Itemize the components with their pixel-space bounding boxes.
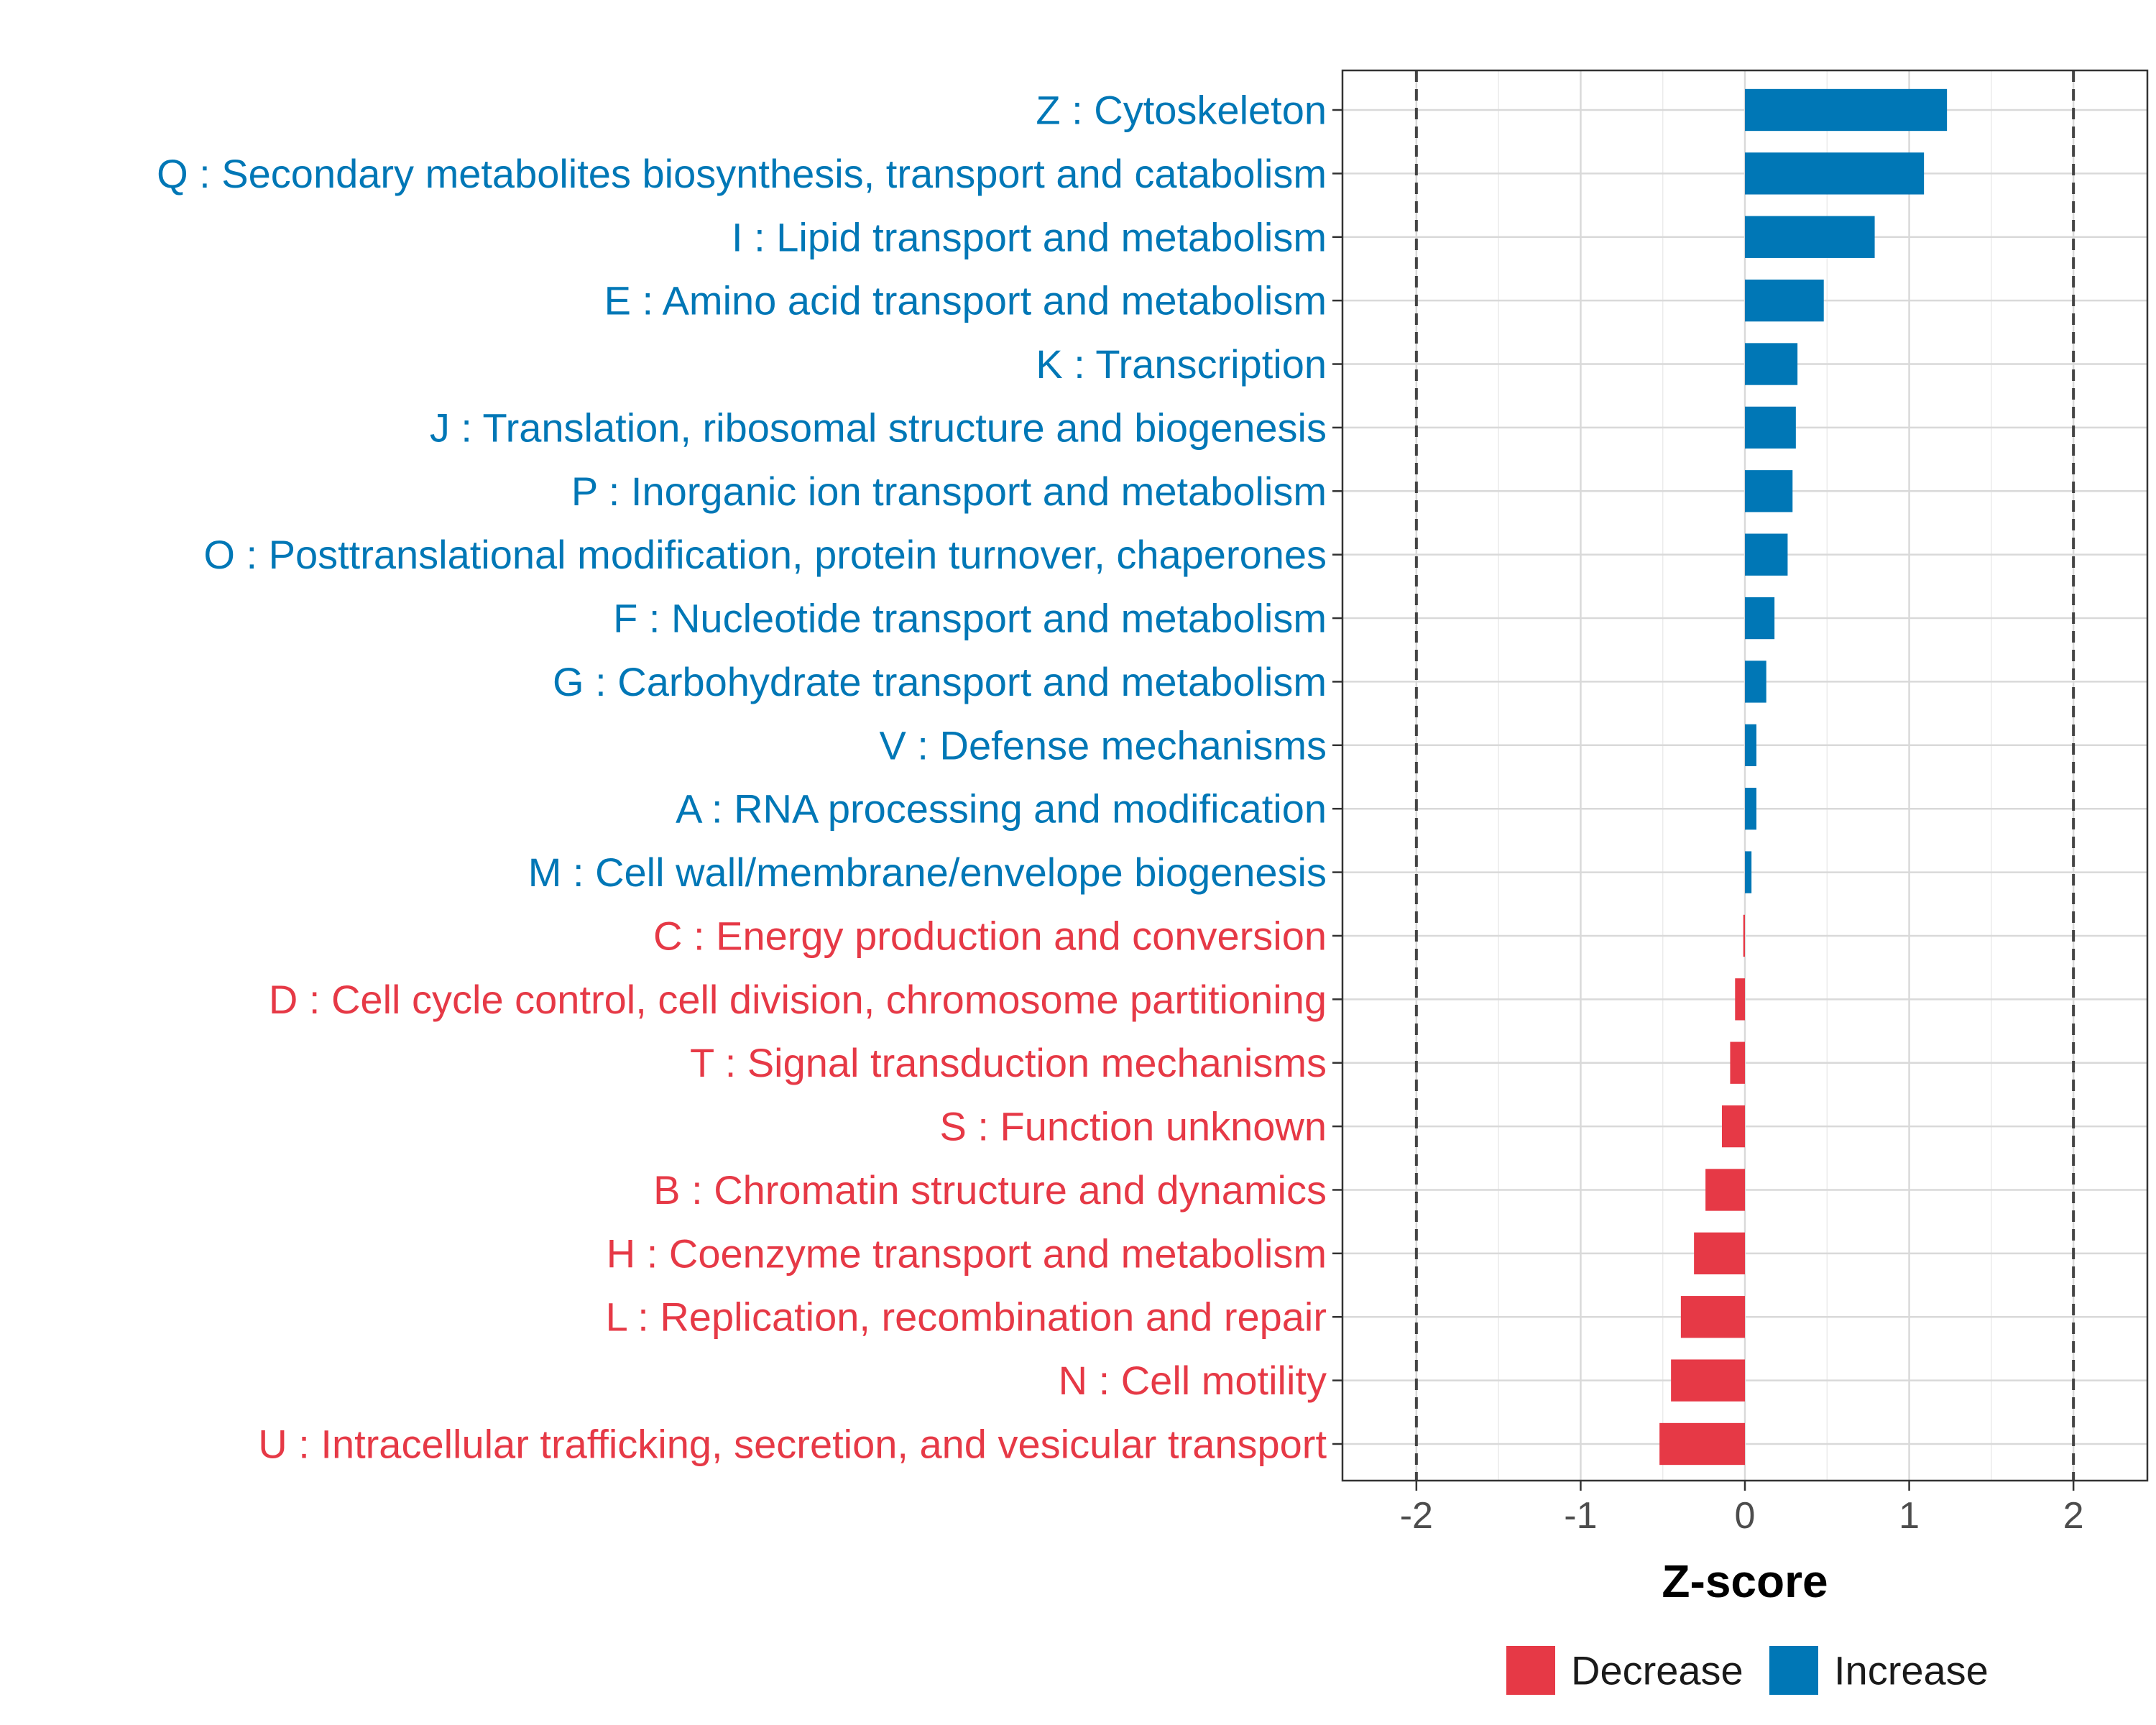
bar xyxy=(1745,661,1766,703)
x-axis-title: Z-score xyxy=(1662,1555,1828,1607)
y-axis-ticks xyxy=(1332,109,1342,1445)
legend-label: Increase xyxy=(1834,1648,1989,1693)
bar xyxy=(1745,406,1796,449)
category-label: P : Inorganic ion transport and metaboli… xyxy=(571,469,1327,514)
category-label: E : Amino acid transport and metabolism xyxy=(604,278,1327,323)
category-label: F : Nucleotide transport and metabolism xyxy=(613,596,1327,641)
category-label: B : Chromatin structure and dynamics xyxy=(653,1167,1327,1213)
legend-swatch xyxy=(1769,1646,1818,1695)
category-label: M : Cell wall/membrane/envelope biogenes… xyxy=(528,850,1327,895)
bar xyxy=(1745,470,1793,512)
bar xyxy=(1745,851,1752,893)
bar xyxy=(1722,1105,1745,1148)
bars xyxy=(1659,88,1948,1466)
bar xyxy=(1659,1422,1745,1466)
category-label: U : Intracellular trafficking, secretion… xyxy=(258,1422,1327,1467)
legend-label: Decrease xyxy=(1571,1648,1743,1693)
category-label: J : Translation, ribosomal structure and… xyxy=(430,405,1327,450)
category-label: V : Defense mechanisms xyxy=(880,722,1327,768)
bar xyxy=(1745,216,1875,258)
bar xyxy=(1745,788,1756,830)
category-label: K : Transcription xyxy=(1036,341,1327,387)
category-label: Z : Cytoskeleton xyxy=(1036,88,1327,133)
bar xyxy=(1745,152,1925,195)
category-label: H : Coenzyme transport and metabolism xyxy=(607,1230,1327,1276)
category-label: L : Replication, recombination and repai… xyxy=(606,1294,1327,1340)
x-tick-label: 2 xyxy=(2063,1495,2084,1537)
category-label: T : Signal transduction mechanisms xyxy=(690,1040,1327,1085)
bar xyxy=(1745,597,1775,640)
category-label: S : Function unknown xyxy=(939,1104,1327,1149)
category-label: Q : Secondary metabolites biosynthesis, … xyxy=(157,151,1327,196)
legend: Decrease Increase xyxy=(1506,1646,1989,1695)
x-tick-label: -2 xyxy=(1400,1495,1433,1537)
x-tick-label: -1 xyxy=(1564,1495,1597,1537)
category-label: N : Cell motility xyxy=(1059,1358,1327,1403)
category-labels: Z : Cytoskeleton Q : Secondary metabolite… xyxy=(157,88,1327,1467)
category-label: I : Lipid transport and metabolism xyxy=(732,214,1327,259)
bar xyxy=(1745,533,1788,576)
bar xyxy=(1745,279,1824,322)
bar xyxy=(1730,1041,1745,1084)
x-tick-label: 1 xyxy=(1899,1495,1920,1537)
bar xyxy=(1745,343,1798,385)
category-label: A : RNA processing and modification xyxy=(676,786,1327,832)
bar xyxy=(1745,724,1756,766)
category-label: G : Carbohydrate transport and metabolis… xyxy=(553,659,1327,704)
bar xyxy=(1705,1169,1745,1211)
bar xyxy=(1745,88,1948,132)
bar xyxy=(1680,1296,1745,1338)
bar xyxy=(1743,914,1745,957)
bar xyxy=(1735,978,1745,1021)
legend-swatch xyxy=(1506,1646,1555,1695)
x-tick-label: 0 xyxy=(1735,1495,1756,1537)
category-label: D : Cell cycle control, cell division, c… xyxy=(269,977,1327,1022)
category-label: O : Posttranslational modification, prot… xyxy=(203,532,1327,577)
bar xyxy=(1694,1232,1745,1275)
category-label: C : Energy production and conversion xyxy=(653,913,1327,958)
reference-lines xyxy=(1414,70,2076,1481)
bar xyxy=(1671,1359,1745,1402)
x-axis-ticks: -2 -1 0 1 2 xyxy=(1400,1481,2084,1537)
